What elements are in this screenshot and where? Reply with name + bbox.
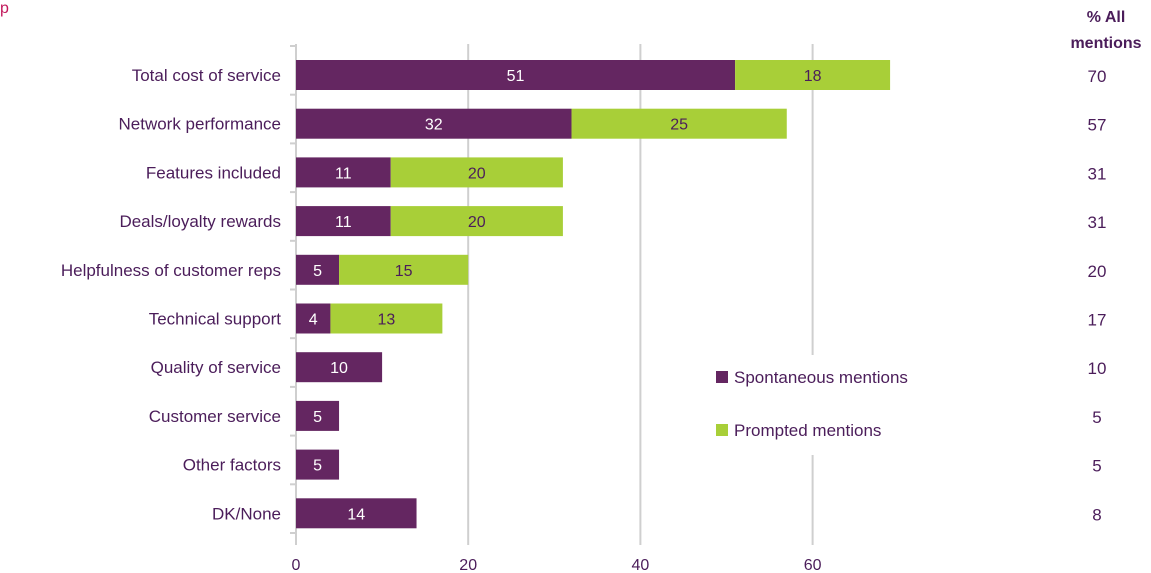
bar-value-label: 11: [335, 165, 352, 182]
legend-background: [700, 355, 950, 455]
total-mentions-value: 5: [1092, 457, 1101, 476]
x-tick-label: 0: [292, 557, 301, 573]
category-label: Technical support: [149, 310, 282, 329]
bar-value-label: 32: [425, 117, 443, 134]
total-mentions-value: 31: [1088, 164, 1107, 183]
category-label: Deals/loyalty rewards: [119, 212, 281, 231]
total-mentions-value: 5: [1092, 408, 1101, 427]
totals-header-line1: % All: [1087, 9, 1126, 26]
bar-value-label: 10: [330, 360, 348, 377]
legend: Spontaneous mentions Prompted mentions: [700, 355, 950, 455]
bar-segment-prompted: [571, 108, 787, 139]
bar-segment-spontaneous: [296, 206, 391, 237]
bar-segment-spontaneous: [296, 60, 736, 90]
bar-value-label: 20: [468, 165, 486, 182]
bar-segment-spontaneous: [296, 157, 391, 188]
legend-swatch-spontaneous: [716, 371, 728, 383]
total-mentions-value: 17: [1088, 311, 1107, 330]
bar-value-label: 11: [335, 214, 352, 231]
legend-label: Prompted mentions: [734, 421, 881, 440]
totals-column: % All mentions 70 57 31 31 20 17 10 5 5 8: [1070, 9, 1141, 524]
x-tick-label: 60: [804, 557, 822, 573]
bar-segment-spontaneous: [296, 108, 572, 139]
bar-segment-spontaneous: [296, 303, 331, 334]
bar-segment-prompted: [339, 254, 469, 285]
bar-value-label: 4: [309, 312, 318, 329]
bar-segment-prompted: [390, 157, 563, 188]
bar-value-label: 5: [313, 263, 322, 280]
category-label: Network performance: [118, 115, 281, 134]
bar-segment-spontaneous: [296, 352, 383, 383]
bar-value-label: 51: [507, 68, 525, 85]
x-axis-ticks: 0 20 40 60: [292, 557, 822, 573]
category-label: Helpfulness of customer reps: [61, 261, 281, 280]
totals-header-line2: mentions: [1070, 35, 1141, 52]
bar-segment-spontaneous: [296, 498, 417, 529]
total-mentions-value: 70: [1088, 67, 1107, 86]
x-tick-label: 40: [632, 557, 650, 573]
bars: 51 18 32 25 11 20 11 20 5 15 4 13 10 5 5 14: [296, 60, 891, 529]
category-label: Features included: [146, 163, 281, 182]
bar-value-label: 5: [313, 458, 322, 475]
bar-segment-spontaneous: [296, 254, 340, 285]
legend-swatch-prompted: [716, 424, 728, 436]
category-labels: Total cost of service Network performance…: [61, 66, 281, 523]
category-label: DK/None: [212, 504, 281, 523]
bar-segment-prompted: [735, 60, 891, 90]
total-mentions-value: 20: [1088, 262, 1107, 281]
category-label: Other factors: [183, 456, 281, 475]
bar-segment-prompted: [330, 303, 443, 334]
category-label: Customer service: [149, 407, 281, 426]
x-tick-label: 20: [459, 557, 477, 573]
bar-segment-spontaneous: [296, 449, 340, 480]
total-mentions-value: 10: [1088, 359, 1107, 378]
bar-segment-spontaneous: [296, 400, 340, 431]
bar-value-label: 5: [313, 409, 322, 426]
bar-value-label: 25: [670, 117, 688, 134]
category-label: Quality of service: [151, 358, 281, 377]
truncated-title-text: p: [0, 0, 9, 17]
total-mentions-value: 57: [1088, 116, 1107, 135]
bar-value-label: 13: [378, 312, 396, 329]
bar-value-label: 15: [395, 263, 413, 280]
legend-label: Spontaneous mentions: [734, 368, 908, 387]
total-mentions-value: 31: [1088, 213, 1107, 232]
bar-value-label: 14: [347, 506, 365, 523]
category-label: Total cost of service: [132, 66, 281, 85]
total-mentions-value: 8: [1092, 505, 1101, 524]
bar-value-label: 20: [468, 214, 486, 231]
bar-segment-prompted: [390, 206, 563, 237]
bar-value-label: 18: [804, 68, 822, 85]
